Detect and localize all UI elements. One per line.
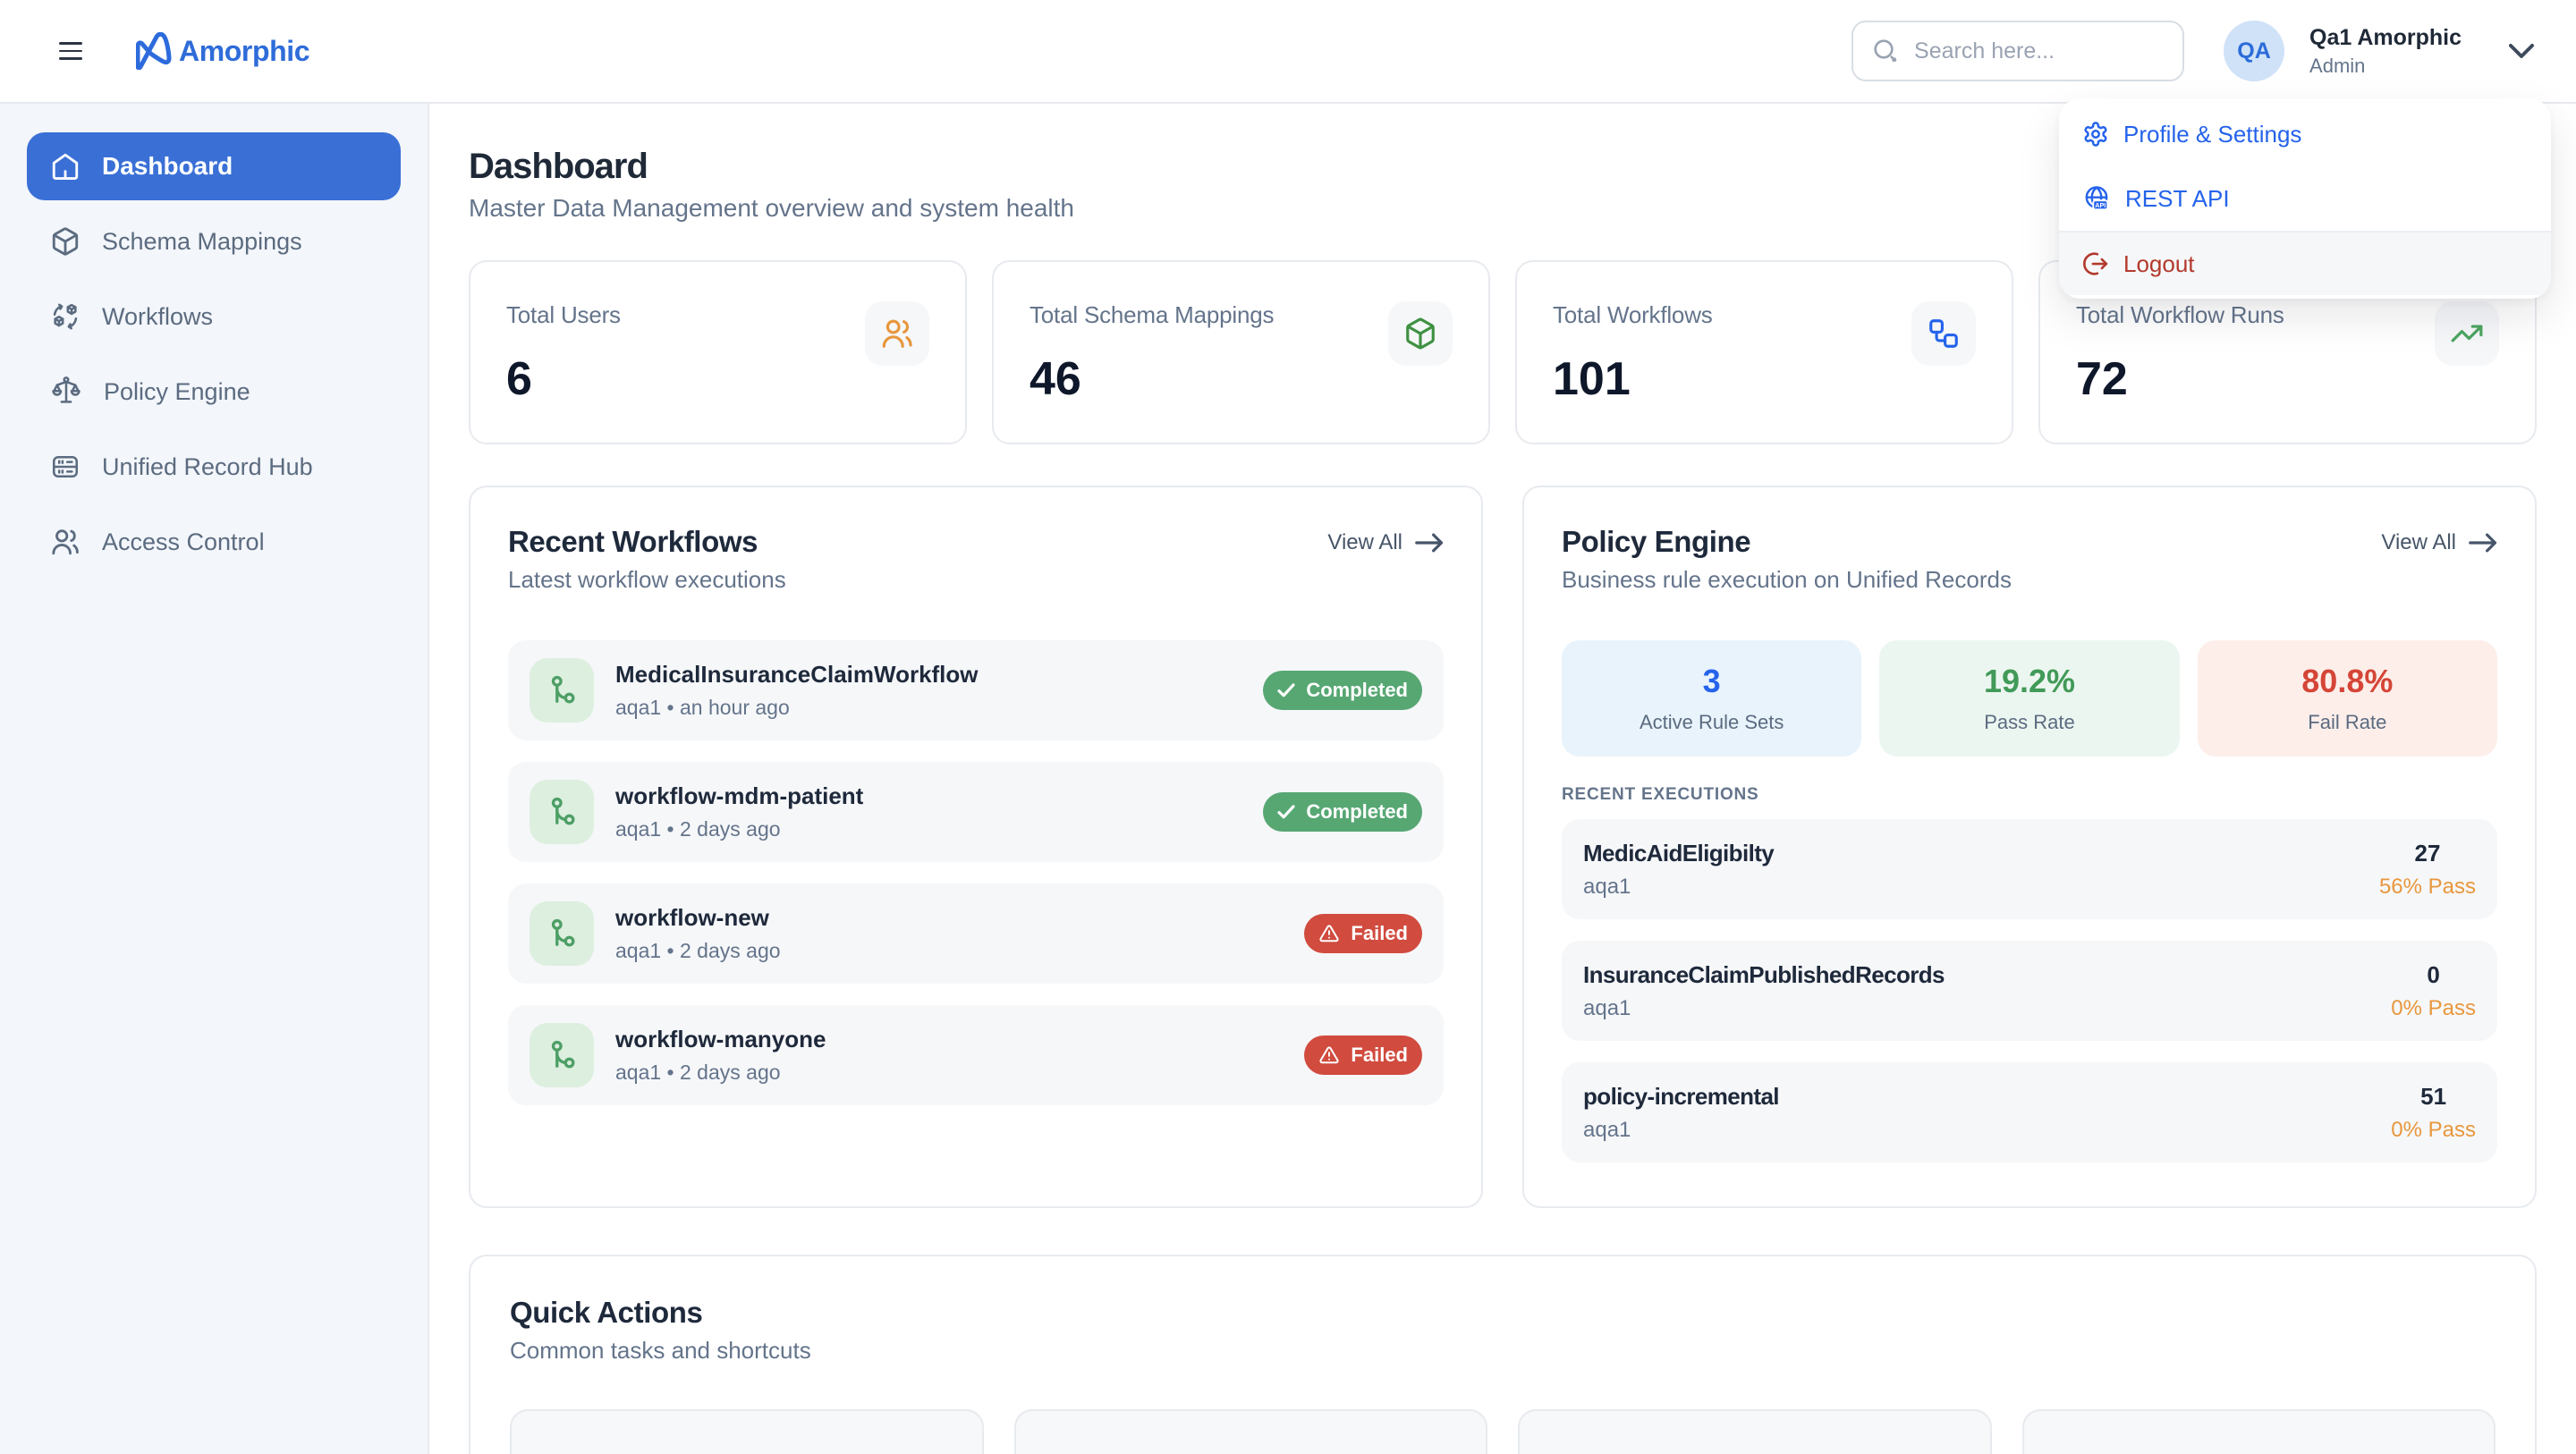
svg-text:API: API bbox=[2095, 201, 2106, 209]
